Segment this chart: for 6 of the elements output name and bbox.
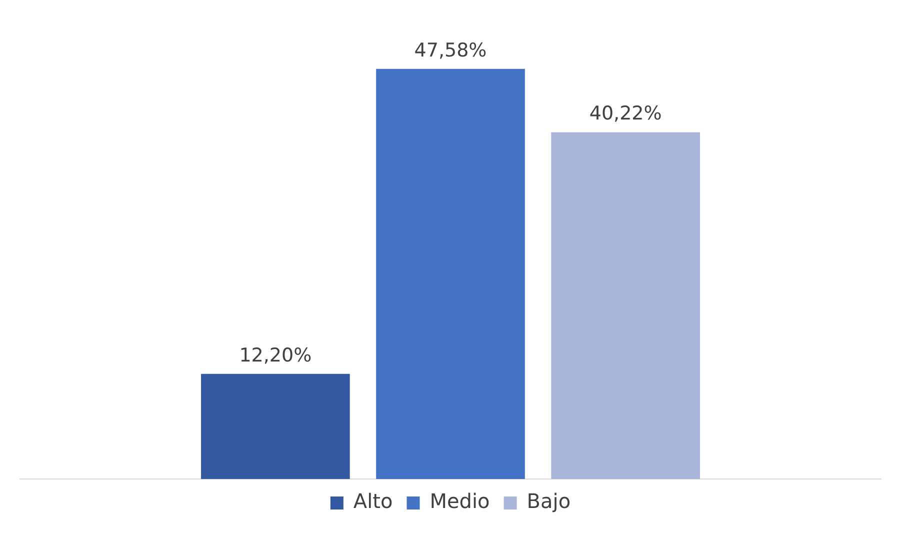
legend-label: Alto bbox=[353, 489, 393, 514]
data-label: 12,20% bbox=[239, 344, 312, 366]
data-label: 40,22% bbox=[589, 102, 662, 125]
data-label: 47,58% bbox=[414, 39, 487, 62]
legend-label: Bajo bbox=[526, 489, 571, 514]
legend-label: Medio bbox=[430, 489, 490, 514]
